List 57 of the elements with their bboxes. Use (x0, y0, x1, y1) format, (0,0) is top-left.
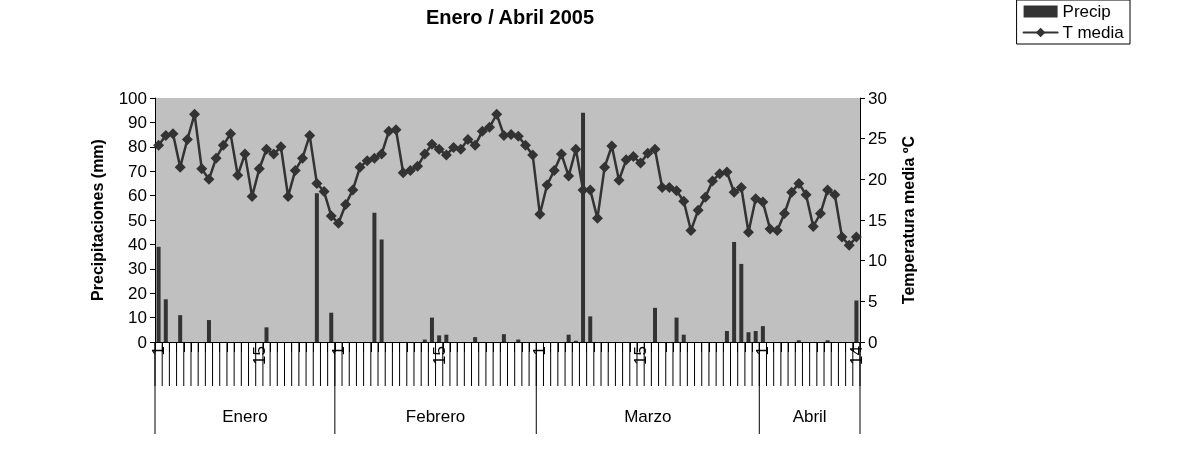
legend-label: T media (1062, 23, 1125, 42)
text: Marzo (624, 406, 672, 426)
bar (473, 337, 478, 342)
y2-tick-label: 30 (868, 88, 887, 108)
bar (681, 334, 686, 342)
y-tick-label: 40 (128, 234, 147, 254)
x-tick-label: 15 (631, 346, 651, 365)
bar (379, 239, 384, 342)
bar (724, 331, 729, 342)
x-tick-label: 15 (429, 346, 449, 365)
y-tick-label: 60 (128, 186, 147, 206)
bar (746, 332, 751, 342)
bar (732, 241, 737, 342)
y-tick-label: 30 (128, 259, 147, 279)
y2-tick-label: 15 (868, 210, 887, 230)
text: Febrero (405, 406, 466, 426)
bar (429, 317, 434, 342)
bar (264, 327, 269, 342)
y2-tick-label: 0 (868, 332, 878, 352)
bar (588, 316, 593, 342)
y2-tick-label: 25 (868, 129, 887, 149)
y-tick-label: 90 (128, 112, 147, 132)
bar (501, 334, 506, 342)
y-axis-title: Precipitaciones (mm) (89, 139, 107, 301)
legend-label: Precip (1062, 2, 1111, 21)
y-tick-label: 80 (128, 137, 147, 157)
y-tick-label: 100 (118, 88, 147, 108)
x-tick-label: 14 (846, 346, 866, 365)
y2-axis-title: Temperatura media ºC (899, 135, 917, 305)
y-tick-label: 20 (128, 283, 147, 303)
y-tick-label: 70 (128, 161, 147, 181)
text: Enero (222, 406, 268, 426)
bar (760, 326, 765, 342)
y2-tick-label: 10 (868, 251, 887, 271)
bar (739, 263, 744, 342)
text: Abril (792, 406, 827, 426)
bar (437, 335, 442, 342)
chart-title: Enero / Abril 2005 (425, 6, 595, 28)
y-tick-label: 10 (128, 308, 147, 328)
bar (178, 315, 183, 342)
bar (444, 334, 449, 342)
bar (674, 317, 679, 342)
bar (206, 320, 211, 342)
y-tick-label: 0 (137, 332, 147, 352)
y-tick-label: 50 (128, 210, 147, 230)
bar (156, 246, 161, 342)
bar (314, 193, 319, 342)
bar (163, 299, 168, 342)
bar (854, 300, 859, 342)
bar (566, 334, 571, 342)
y2-tick-label: 5 (868, 291, 878, 311)
bar (329, 312, 334, 342)
y2-tick-label: 20 (868, 169, 887, 189)
bar (372, 212, 377, 342)
bar (753, 331, 758, 342)
bar (652, 307, 657, 342)
x-tick-label: 15 (249, 346, 269, 365)
